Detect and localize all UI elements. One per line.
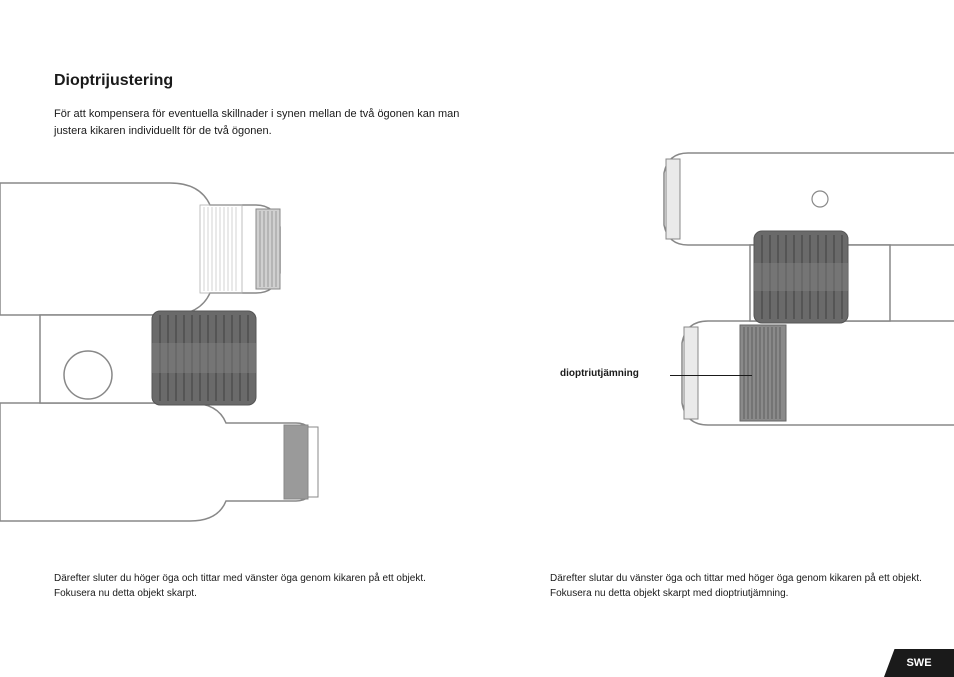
language-badge: SWE [884, 649, 954, 677]
diopter-ring-icon [740, 325, 786, 421]
diagram-left [0, 165, 320, 545]
callout-line [670, 375, 752, 376]
focus-knob-right-icon [754, 231, 848, 323]
caption-right: Därefter slutar du vänster öga och titta… [550, 571, 950, 601]
diagram-right [590, 135, 954, 515]
callout-label: dioptriutjämning [560, 368, 639, 379]
page-title: Dioptrijustering [54, 72, 173, 90]
intro-text: För att kompensera för eventuella skilln… [54, 106, 474, 139]
focus-knob-icon [152, 311, 256, 405]
binoculars-left-svg [0, 165, 320, 545]
binoculars-right-svg [590, 135, 954, 515]
caption-left: Därefter sluter du höger öga och tittar … [54, 571, 454, 601]
